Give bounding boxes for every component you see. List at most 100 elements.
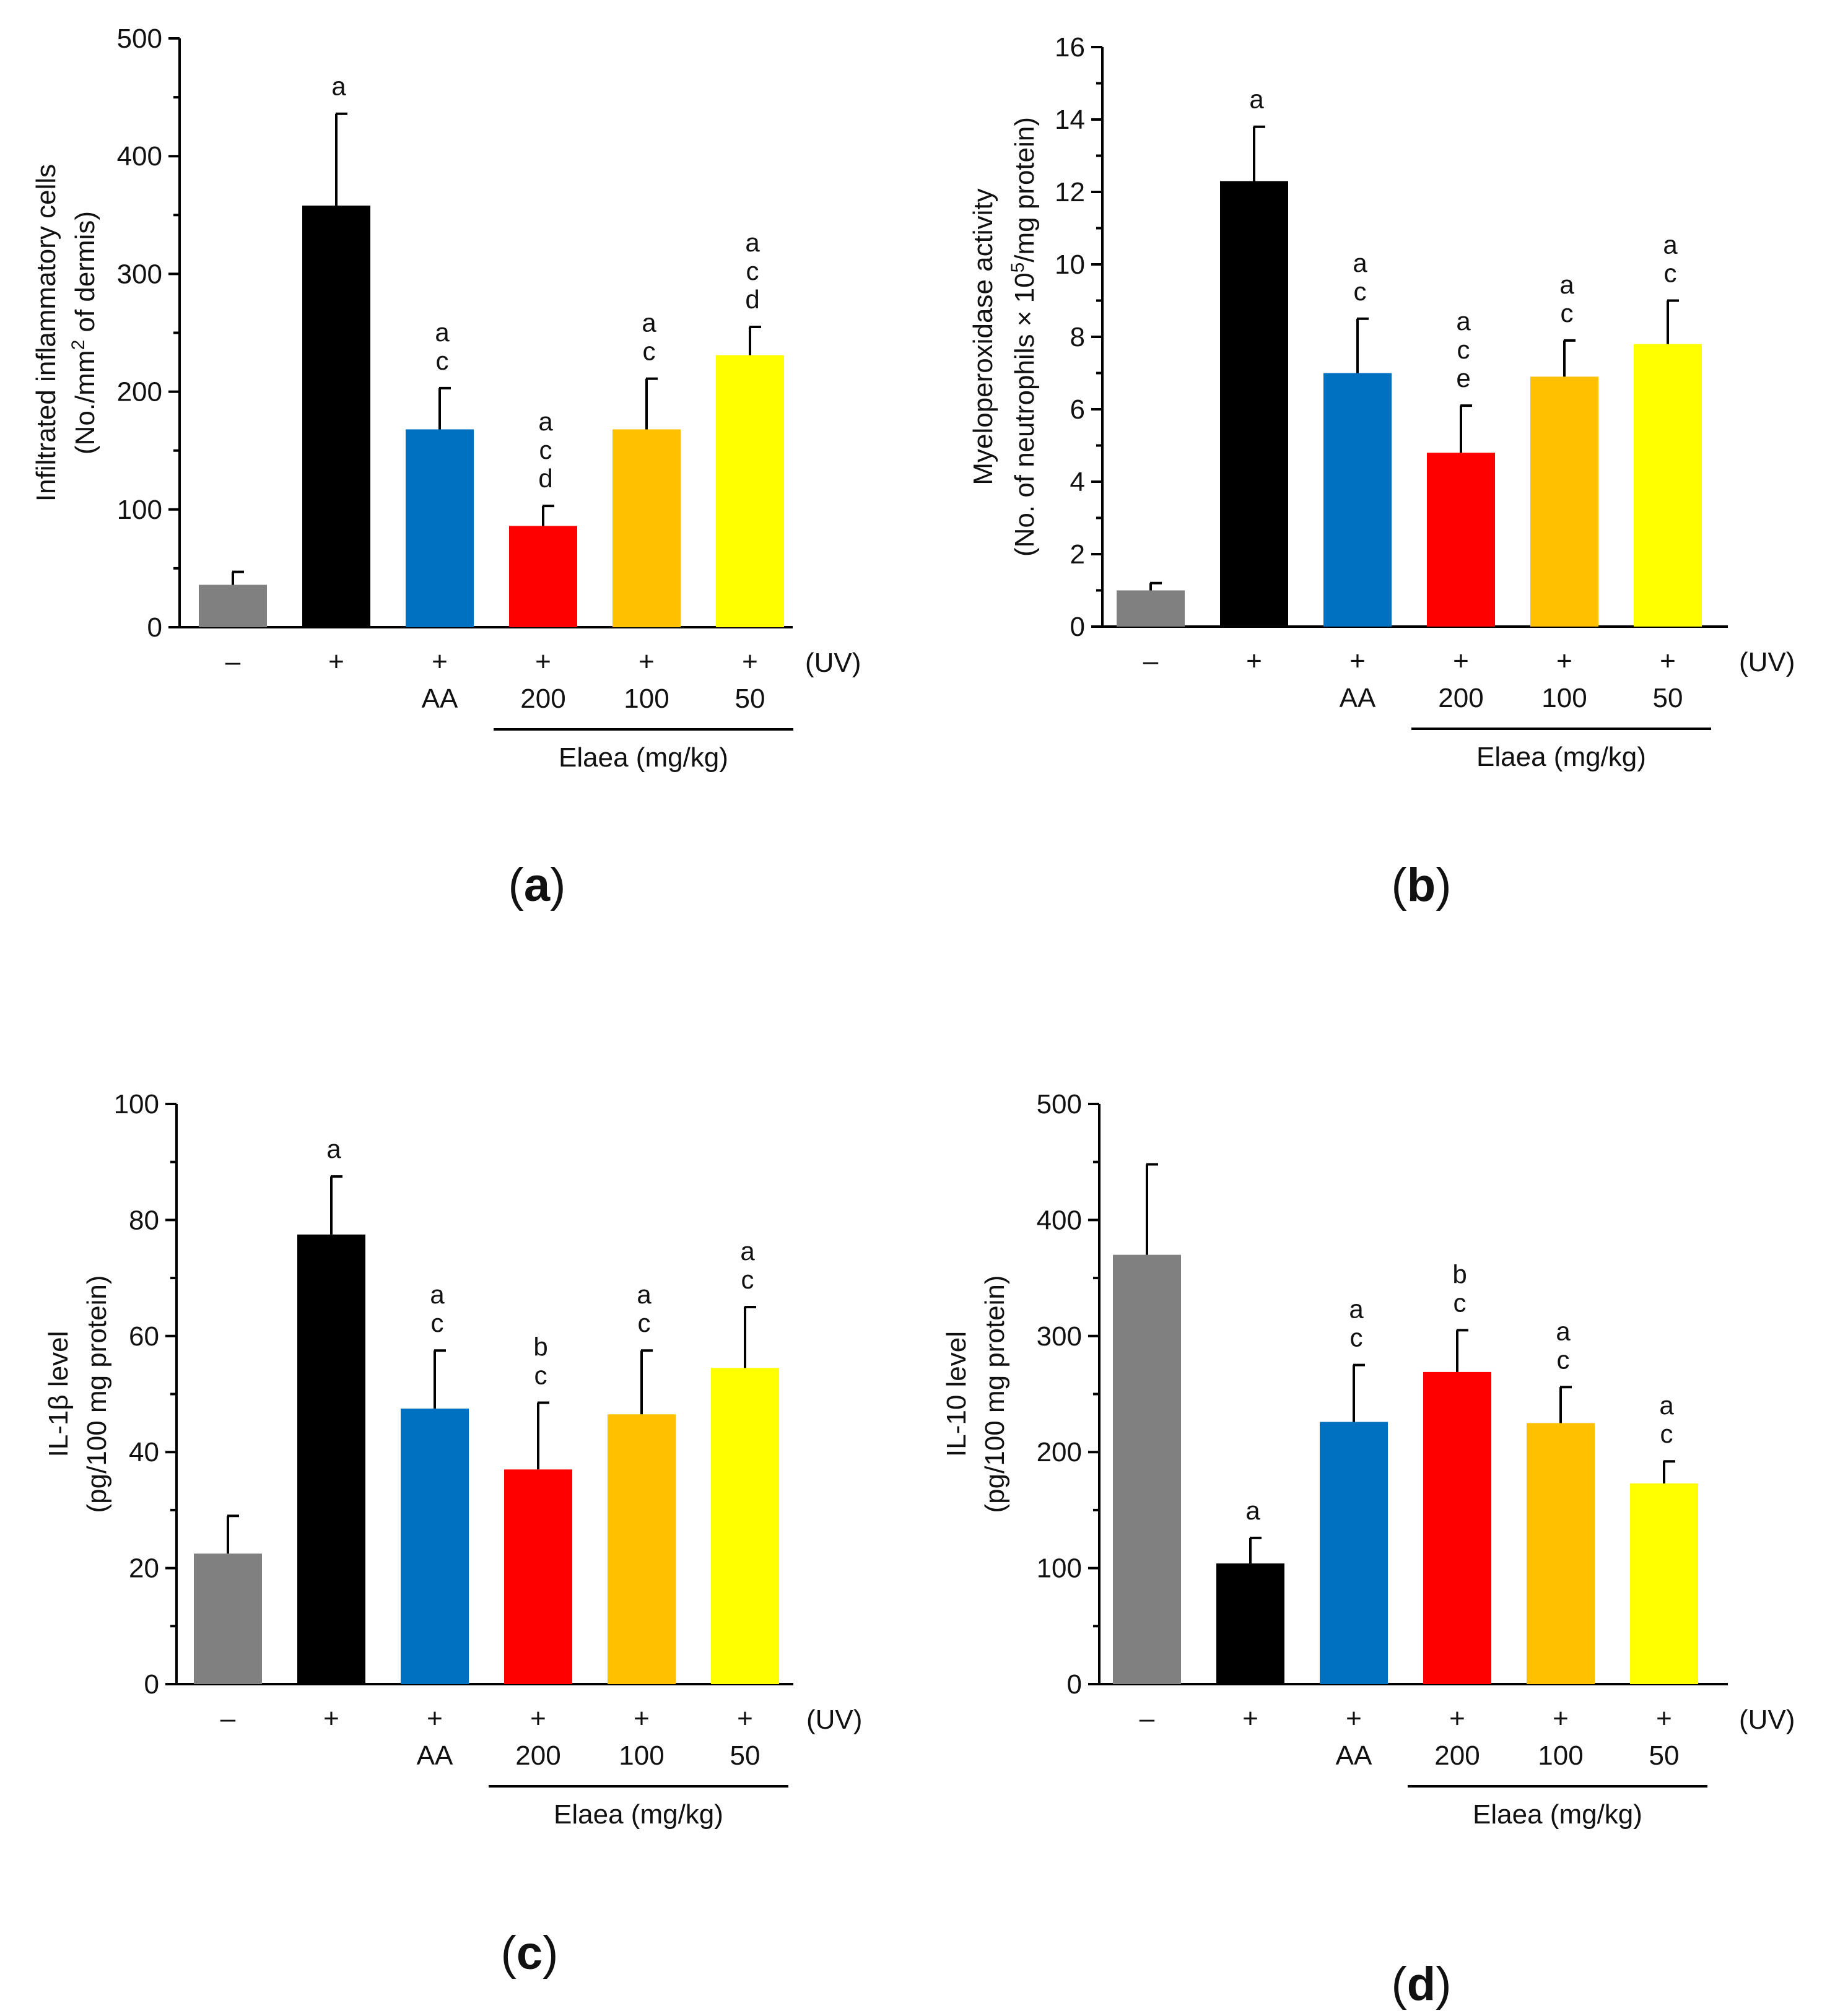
uv-indicator: + <box>1349 646 1366 676</box>
treatment-label: 100 <box>1538 1740 1583 1771</box>
y-tick-label: 6 <box>1070 394 1085 425</box>
bar <box>612 429 681 627</box>
significance-letter: a <box>1456 306 1471 336</box>
y-axis-label-part: of dermis) <box>70 211 100 340</box>
significance-letter: c <box>436 346 449 375</box>
significance-letter: a <box>435 318 450 347</box>
uv-indicator: + <box>1660 646 1676 676</box>
significance-letter: c <box>1454 1288 1467 1317</box>
significance-letter: e <box>1456 363 1470 393</box>
uv-indicator: + <box>323 1703 339 1734</box>
panel-label-paren: ( <box>1391 1958 1406 2010</box>
bar <box>1427 453 1495 627</box>
significance-letter: c <box>1664 259 1677 288</box>
significance-letter: c <box>1350 1323 1363 1352</box>
y-tick-label: 40 <box>129 1437 159 1467</box>
y-tick-label: 200 <box>1037 1437 1082 1467</box>
treatment-label: 100 <box>624 684 669 714</box>
y-tick-label: 0 <box>147 612 162 643</box>
treatment-label: 50 <box>730 1740 761 1771</box>
chart-panel-b: 0 2 4 6 8 10 12 14 16 Myeloperoxidase activity (No… <box>968 32 1795 911</box>
uv-indicator: – <box>1140 1703 1155 1734</box>
treatment-label: 200 <box>1438 683 1483 713</box>
significance-letter: c <box>1561 298 1574 328</box>
uv-label: (UV) <box>1739 1705 1795 1735</box>
uv-indicator: + <box>1656 1703 1672 1734</box>
uv-indicator: – <box>225 646 241 677</box>
panel-label: (a) <box>508 859 566 911</box>
bar <box>1216 1563 1284 1684</box>
panel-label-paren: ) <box>1436 1958 1451 2010</box>
uv-label: (UV) <box>805 648 861 678</box>
y-axis-label-superscript: 5 <box>1008 263 1028 273</box>
panel-label-paren: ( <box>508 859 524 911</box>
uv-label: (UV) <box>1739 647 1795 677</box>
panel-label-paren: ) <box>1436 859 1451 911</box>
elaea-bracket-label: Elaea (mg/kg) <box>554 1799 723 1830</box>
panel-label: (b) <box>1391 859 1451 911</box>
uv-indicator: + <box>1346 1703 1362 1734</box>
y-tick-label: 300 <box>117 259 162 289</box>
bar <box>504 1469 572 1684</box>
treatment-label: 50 <box>1653 683 1683 713</box>
bar <box>1220 181 1288 627</box>
y-tick-label: 4 <box>1070 467 1085 497</box>
chart-panel-a: 0 100 200 300 400 500 Infiltrated inflammatory… <box>31 24 861 911</box>
bar <box>1320 1422 1388 1684</box>
panel-label-paren: ) <box>550 859 565 911</box>
panel-label-paren: ( <box>1391 859 1406 911</box>
elaea-bracket-label: Elaea (mg/kg) <box>1476 742 1646 772</box>
y-tick-label: 0 <box>1067 1669 1082 1700</box>
significance-letter: a <box>745 228 760 257</box>
uv-indicator: + <box>427 1703 443 1734</box>
y-tick-label: 500 <box>1037 1089 1082 1119</box>
uv-indicator: + <box>634 1703 650 1734</box>
treatment-label: AA <box>417 1740 453 1771</box>
y-axis-label-line1: Myeloperoxidase activity <box>968 188 998 485</box>
chart-panel-d: 0 100 200 300 400 500 IL-10 level (pg/100 mg pr… <box>941 1089 1795 2010</box>
bar <box>1530 376 1598 627</box>
y-axis-label-part: (pg/100 mg protein) <box>82 1275 112 1513</box>
bar <box>1113 1254 1181 1684</box>
y-tick-label: 2 <box>1070 539 1085 570</box>
y-tick-label: 500 <box>117 24 162 54</box>
treatment-label: AA <box>422 684 458 714</box>
y-tick-label: 20 <box>129 1553 159 1584</box>
y-axis-label-line1: IL-10 level <box>941 1331 972 1457</box>
treatment-label: 50 <box>735 684 765 714</box>
y-axis-label-part: (No./mm <box>70 350 100 454</box>
significance-letter: c <box>534 1361 547 1390</box>
uv-indicator: + <box>639 646 655 677</box>
panel-label: (c) <box>501 1927 559 1979</box>
significance-letter: c <box>741 1265 754 1294</box>
significance-letter: c <box>643 337 656 366</box>
y-axis-label-line1: IL-1β level <box>43 1331 74 1458</box>
treatment-label: 100 <box>1541 683 1587 713</box>
y-axis-label-line2: (No./mm2 of dermis) <box>68 211 100 454</box>
bar <box>302 206 370 628</box>
uv-indicator: – <box>1143 646 1159 676</box>
significance-letter: b <box>533 1332 547 1362</box>
significance-letter: a <box>326 1134 341 1163</box>
panel-label-letter: c <box>517 1927 543 1979</box>
panel-label-paren: ( <box>501 1927 517 1979</box>
y-tick-label: 80 <box>129 1205 159 1235</box>
uv-indicator: – <box>220 1703 236 1734</box>
panel-label: (d) <box>1391 1958 1451 2010</box>
uv-label: (UV) <box>806 1705 862 1735</box>
y-tick-label: 100 <box>1037 1553 1082 1584</box>
y-tick-label: 100 <box>114 1089 159 1119</box>
elaea-bracket-label: Elaea (mg/kg) <box>559 742 728 773</box>
treatment-label: 200 <box>520 684 565 714</box>
uv-indicator: + <box>535 646 551 677</box>
significance-letter: c <box>746 256 759 285</box>
significance-letter: a <box>1349 1295 1364 1324</box>
y-tick-label: 0 <box>144 1669 159 1700</box>
significance-letter: a <box>637 1280 652 1309</box>
chart-panel-c: 0 20 40 60 80 100 IL-1β level (pg/100 mg protei… <box>43 1089 862 1979</box>
bar <box>194 1553 262 1684</box>
significance-letter: c <box>1660 1419 1673 1448</box>
bar <box>509 526 577 627</box>
uv-indicator: + <box>742 646 758 677</box>
